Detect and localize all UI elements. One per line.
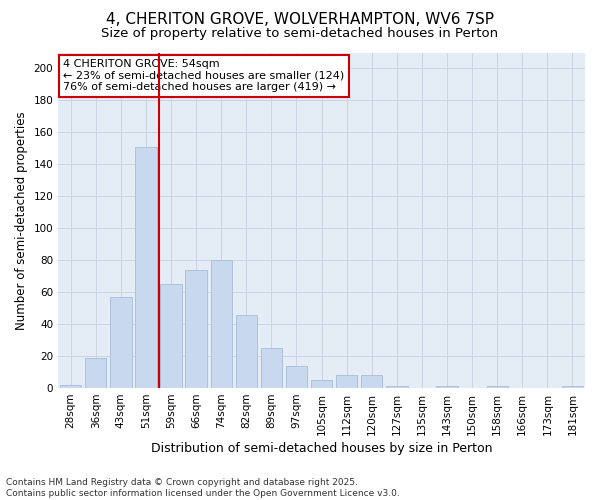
Bar	[60, 385, 82, 388]
Bar	[185, 270, 207, 388]
Bar	[211, 260, 232, 388]
Bar	[386, 386, 407, 388]
Bar	[160, 284, 182, 388]
X-axis label: Distribution of semi-detached houses by size in Perton: Distribution of semi-detached houses by …	[151, 442, 493, 455]
Bar	[286, 366, 307, 388]
Text: 4, CHERITON GROVE, WOLVERHAMPTON, WV6 7SP: 4, CHERITON GROVE, WOLVERHAMPTON, WV6 7S…	[106, 12, 494, 28]
Bar	[436, 386, 458, 388]
Bar	[85, 358, 106, 388]
Bar	[311, 380, 332, 388]
Text: Contains HM Land Registry data © Crown copyright and database right 2025.
Contai: Contains HM Land Registry data © Crown c…	[6, 478, 400, 498]
Bar	[336, 376, 358, 388]
Bar	[236, 314, 257, 388]
Y-axis label: Number of semi-detached properties: Number of semi-detached properties	[15, 111, 28, 330]
Text: Size of property relative to semi-detached houses in Perton: Size of property relative to semi-detach…	[101, 28, 499, 40]
Bar	[261, 348, 282, 388]
Bar	[110, 297, 131, 388]
Bar	[136, 147, 157, 388]
Bar	[562, 386, 583, 388]
Bar	[361, 376, 382, 388]
Bar	[487, 386, 508, 388]
Text: 4 CHERITON GROVE: 54sqm
← 23% of semi-detached houses are smaller (124)
76% of s: 4 CHERITON GROVE: 54sqm ← 23% of semi-de…	[64, 59, 344, 92]
